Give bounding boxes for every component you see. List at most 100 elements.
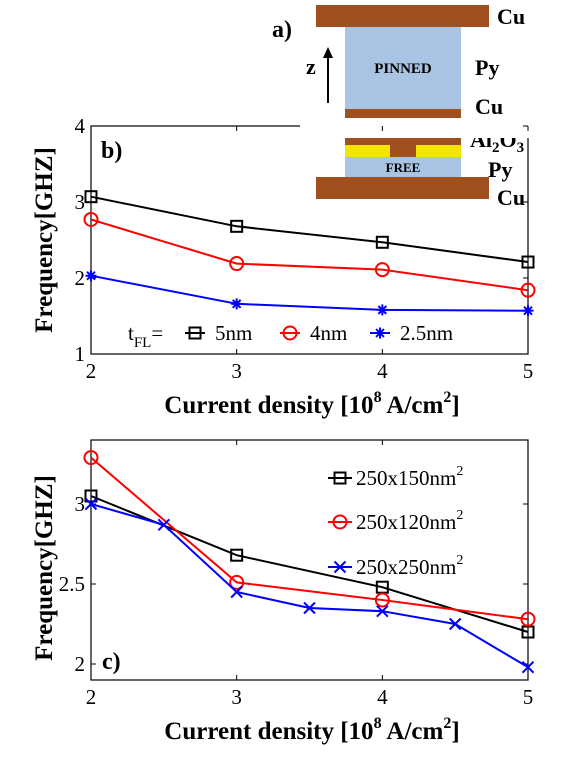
- y-tick-label: 4: [75, 114, 86, 138]
- panel-label-c: c): [102, 649, 121, 675]
- x-tick-label: 4: [377, 685, 388, 709]
- data-point-marker: [83, 450, 99, 466]
- y-tick-label: 3: [75, 190, 86, 214]
- x-tick-label: 5: [523, 359, 534, 383]
- x-tick-label: 4: [377, 359, 388, 383]
- z-arrow-head: [323, 47, 333, 58]
- data-point-marker: [375, 235, 389, 249]
- legend-c-entry: 250x120nm2: [328, 508, 463, 534]
- layer-label-py-pinned: Py: [475, 55, 499, 80]
- pinned-layer: [345, 27, 461, 109]
- legend-swatch-marker: [333, 471, 347, 485]
- data-point-marker: [83, 211, 99, 227]
- plot-c-ticks: 2 3 4 5 2 2.5 3: [59, 440, 534, 709]
- legend-c-label: 250x250nm2: [356, 553, 463, 579]
- plot-c-frame: [90, 439, 529, 681]
- legend-b-prefix: tFL=: [128, 321, 163, 351]
- layer-label-cu-mid: Cu: [475, 94, 503, 119]
- legend-b-label: 5nm: [215, 321, 252, 345]
- series-b-1: [83, 211, 536, 298]
- series-line: [90, 456, 529, 621]
- legend-swatch-marker: [188, 326, 202, 340]
- legend-swatch-marker: [282, 325, 298, 341]
- data-point-marker: [521, 660, 535, 674]
- panel-c-frequency-vs-current: 2 3 4 5 2 2.5 3 c) 250x150nm2 250x120nm2 250x250…: [31, 439, 536, 745]
- legend-b-label: 4nm: [310, 321, 347, 345]
- y-tick-label: 1: [75, 342, 86, 366]
- data-point-marker: [374, 592, 390, 608]
- data-point-marker: [230, 585, 243, 599]
- series-line: [90, 503, 529, 669]
- data-point-marker: [84, 497, 98, 511]
- legend-c-label: 250x150nm2: [356, 464, 463, 490]
- z-axis-label: z: [306, 54, 316, 79]
- data-point-marker: [376, 604, 389, 618]
- plot-c-series: [83, 450, 536, 674]
- panel-label-b: b): [101, 138, 122, 164]
- x-tick-label: 3: [231, 359, 242, 383]
- cu-bottom-layer: [316, 177, 489, 199]
- device-schematic: a) PINNED FREE z Cu Py Cu Al2O3 Py Cu: [272, 4, 525, 210]
- legend-b-entry: 4nm: [280, 321, 347, 345]
- legend-c-entry: 250x150nm2: [328, 464, 463, 490]
- series-line: [90, 195, 529, 263]
- legend-c-label: 250x120nm2: [356, 508, 463, 534]
- plot-c-ylabel: Frequency[GHZ]: [31, 475, 58, 661]
- data-point-marker: [84, 489, 98, 503]
- series-line: [90, 218, 529, 292]
- layer-label-cu-top: Cu: [497, 4, 525, 29]
- series-c-0: [84, 489, 535, 639]
- panel-label-a: a): [272, 17, 292, 43]
- layer-label-cu-bottom: Cu: [497, 185, 525, 210]
- data-point-marker: [229, 574, 245, 590]
- x-tick-label: 2: [86, 685, 97, 709]
- y-tick-label: 2: [75, 266, 86, 290]
- legend-b-entry: 5nm: [185, 321, 252, 345]
- data-point-marker: [231, 298, 243, 310]
- al2o3-right: [416, 145, 461, 157]
- legend-b-label: 2.5nm: [400, 321, 453, 345]
- data-point-marker: [448, 617, 462, 631]
- plot-b-xlabel: Current density [108 A/cm2]: [164, 389, 459, 419]
- x-tick-label: 2: [86, 359, 97, 383]
- legend-b-entry: 2.5nm: [370, 321, 453, 345]
- series-b-2: [85, 270, 534, 317]
- data-point-marker: [85, 270, 97, 282]
- nanocontact: [390, 145, 416, 157]
- free-label: FREE: [386, 160, 421, 175]
- data-point-marker: [157, 518, 171, 532]
- data-point-marker: [520, 611, 536, 627]
- plot-b-legend: tFL= 5nm 4nm 2.5nm: [128, 321, 453, 351]
- al2o3-left: [345, 145, 390, 157]
- y-tick-label: 2: [75, 652, 86, 676]
- series-c-1: [83, 450, 536, 627]
- legend-b-items: 5nm 4nm 2.5nm: [185, 321, 453, 345]
- data-point-marker: [229, 256, 245, 272]
- data-point-marker: [374, 262, 390, 278]
- data-point-marker: [521, 255, 535, 269]
- legend-swatch-marker: [333, 560, 347, 574]
- x-tick-label: 3: [231, 685, 242, 709]
- layer-label-py-free: Py: [488, 157, 512, 182]
- data-point-marker: [303, 601, 316, 615]
- data-point-marker: [84, 190, 98, 204]
- legend-swatch-marker: [374, 327, 386, 339]
- series-line: [90, 274, 529, 312]
- cu-top-layer: [316, 5, 489, 27]
- data-point-marker: [522, 305, 534, 317]
- plot-c-xlabel: Current density [108 A/cm2]: [164, 715, 459, 745]
- series-b-0: [84, 190, 535, 269]
- plot-c-legend: 250x150nm2 250x120nm2 250x250nm2: [328, 464, 463, 579]
- y-tick-label: 2.5: [59, 572, 85, 596]
- x-tick-label: 5: [523, 685, 534, 709]
- plot-b-series: [83, 190, 536, 317]
- free-layer: [345, 157, 461, 177]
- series-c-2: [84, 497, 535, 674]
- data-point-marker: [520, 282, 536, 298]
- data-point-marker: [230, 219, 244, 233]
- legend-swatch-marker: [332, 514, 348, 530]
- plot-b-ylabel: Frequency[GHZ]: [31, 147, 58, 333]
